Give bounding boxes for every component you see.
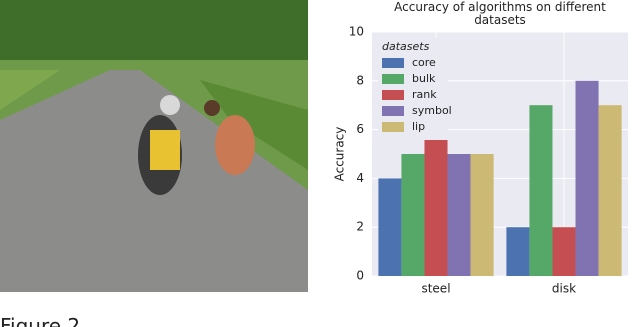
x-tick-label: steel [421, 282, 450, 296]
y-tick-label: 0 [356, 269, 364, 283]
bar [401, 154, 425, 276]
bar [552, 227, 576, 276]
legend-swatch [382, 74, 404, 84]
x-tick-label: disk [552, 282, 576, 296]
legend-swatch [382, 58, 404, 68]
bar [598, 105, 622, 276]
bar [447, 154, 471, 276]
photo [0, 0, 308, 292]
bar [470, 154, 494, 276]
caption: Figure 2 [0, 314, 81, 327]
y-tick-label: 4 [356, 171, 364, 185]
y-tick-label: 8 [356, 73, 364, 87]
legend-label: rank [412, 88, 437, 101]
bar [575, 80, 599, 276]
bar [506, 227, 530, 276]
legend-label: core [412, 56, 436, 69]
bar [424, 129, 448, 276]
bar [529, 105, 553, 276]
bar [378, 178, 402, 276]
y-tick-label: 10 [349, 25, 364, 39]
legend-swatch [382, 106, 404, 116]
legend-label: lip [412, 120, 425, 133]
chart-title: Accuracy of algorithms on different data… [394, 0, 606, 27]
legend-swatch [382, 90, 404, 100]
y-axis-label: Accuracy [333, 127, 347, 182]
y-tick-label: 6 [356, 122, 364, 136]
legend-swatch [382, 122, 404, 132]
legend-title: datasets [382, 40, 430, 53]
legend-label: bulk [412, 72, 436, 85]
legend-label: symbol [412, 104, 452, 117]
y-tick-label: 2 [356, 220, 364, 234]
